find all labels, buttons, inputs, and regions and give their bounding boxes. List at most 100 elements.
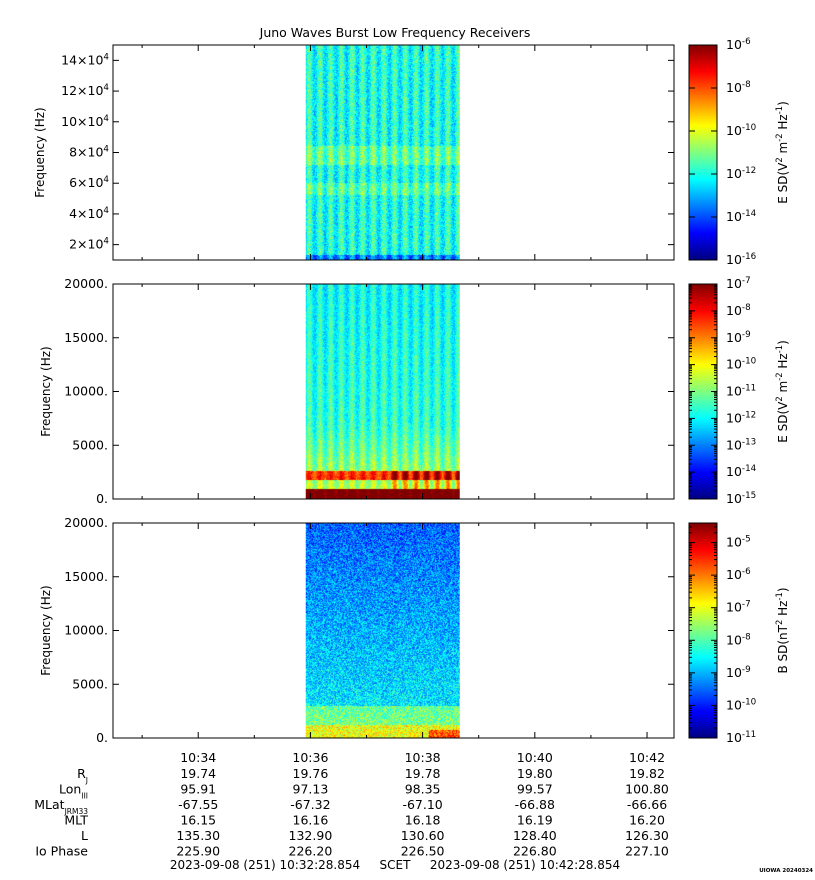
y-tick-label: 20000. (64, 276, 108, 291)
ephemeris-row-label: MLatJRM33 (34, 797, 88, 816)
colorbar-tick-label: 10-9 (726, 665, 751, 680)
ephemeris-value: 128.40 (513, 828, 557, 843)
colorbar-tick-label: 10-10 (726, 697, 756, 712)
ephemeris-value: 19.76 (293, 766, 329, 781)
colorbar-tick-label: 10-14 (726, 209, 757, 224)
time-range-label: SCET (380, 858, 412, 872)
y-axis-label: Frequency (Hz) (39, 585, 53, 676)
colorbar-tick-label: 10-5 (726, 535, 751, 550)
ephemeris-value: 99.57 (517, 782, 553, 797)
ephemeris-value: 227.10 (625, 844, 669, 859)
ephemeris-value: 19.80 (517, 766, 553, 781)
panel-3: 0. 5000. 10000. 15000. 20000. Frequency (Hz) 1… (39, 515, 790, 745)
y-tick-label: 2×104 (69, 237, 109, 252)
ephemeris-row-label: L (81, 828, 88, 843)
ephemeris-row-label: MLT (64, 813, 88, 828)
y-tick-label: 6×104 (69, 175, 109, 190)
y-tick-label: 10×104 (61, 114, 109, 129)
colorbar-label: E SD(V2 m-2 Hz-1) (774, 101, 790, 204)
colorbar-tick-label: 10-6 (726, 37, 751, 52)
ephemeris-value: -67.10 (402, 797, 442, 812)
ephemeris-value: 100.80 (625, 782, 669, 797)
y-tick-label: 0. (96, 730, 108, 745)
spectrogram-3 (305, 523, 460, 738)
ephemeris-value: 19.78 (405, 766, 441, 781)
y-tick-label: 5000. (72, 437, 108, 452)
ephemeris-value: -67.55 (178, 797, 218, 812)
ephemeris-value: 16.16 (293, 813, 329, 828)
panels: 2×104 4×104 6×104 8×104 10×104 12×104 14×104 Fr… (33, 37, 790, 745)
ephemeris-value: 16.19 (517, 813, 553, 828)
time-range-footer: 2023-09-08 (251) 10:32:28.854 SCET 2023-… (170, 858, 620, 872)
ephemeris-value: 130.60 (401, 828, 445, 843)
colorbar-tick-label: 10-11 (726, 730, 756, 745)
colorbar-tick-label: 10-8 (726, 632, 751, 647)
ephemeris-value: 226.20 (289, 844, 333, 859)
spectrogram-2 (305, 284, 460, 499)
time-range-end: 2023-09-08 (251) 10:42:28.854 (430, 858, 620, 872)
y-tick-label: 20000. (64, 515, 108, 530)
ephemeris-value: 19.74 (180, 766, 216, 781)
colorbar-tick-label: 10-6 (726, 567, 751, 582)
colorbar-tick-label: 10-8 (726, 303, 751, 318)
colorbar-tick-label: 10-13 (726, 437, 756, 452)
colorbar-tick-label: 10-11 (726, 384, 756, 399)
y-tick-label: 15000. (64, 330, 108, 345)
colorbar-tick-label: 10-15 (726, 491, 756, 506)
colorbar-label: E SD(V2 m-2 Hz-1) (774, 340, 790, 443)
ephemeris-value: 95.91 (180, 782, 216, 797)
colorbar-tick-label: 10-16 (726, 252, 757, 267)
y-tick-label: 15000. (64, 569, 108, 584)
time-axis: 10:34 10:36 10:38 10:40 10:42 (180, 750, 665, 765)
panel-1: 2×104 4×104 6×104 8×104 10×104 12×104 14×104 Fr… (33, 37, 790, 267)
y-tick-label: 10000. (64, 384, 108, 399)
y-tick-label: 12×104 (61, 83, 109, 98)
ephemeris-row-label: RJ (77, 766, 88, 785)
ephemeris-value: 226.50 (401, 844, 445, 859)
y-tick-label: 4×104 (69, 206, 109, 221)
ephemeris-value: 16.15 (180, 813, 216, 828)
colorbar-tick-label: 10-7 (726, 600, 751, 615)
ephemeris-value: 225.90 (176, 844, 220, 859)
ephemeris-value: 19.82 (629, 766, 665, 781)
colorbar-tick-label: 10-9 (726, 330, 751, 345)
ephemeris-value: 97.13 (293, 782, 329, 797)
ephemeris-value: -66.66 (627, 797, 667, 812)
x-tick-label: 10:38 (405, 750, 441, 765)
colorbar-tick-label: 10-10 (726, 357, 756, 372)
ephemeris-value: 98.35 (405, 782, 441, 797)
ephemeris-value: 16.18 (405, 813, 441, 828)
colorbar-tick-label: 10-8 (726, 80, 751, 95)
spectrogram-1 (305, 45, 460, 260)
ephemeris-value: -66.88 (515, 797, 555, 812)
ephemeris-value: 126.30 (625, 828, 669, 843)
y-tick-label: 10000. (64, 623, 108, 638)
y-tick-label: 14×104 (61, 52, 109, 67)
ephemeris-value: -67.32 (290, 797, 330, 812)
figure-title: Juno Waves Burst Low Frequency Receivers (259, 25, 531, 40)
colorbar-frame (688, 44, 718, 261)
ephemeris-value: 135.30 (176, 828, 220, 843)
ephemeris-row-label: Io Phase (35, 844, 88, 859)
ephemeris-row-label: LonIII (59, 782, 88, 801)
colorbar-1 (689, 45, 717, 260)
ephemeris-value: 16.20 (629, 813, 665, 828)
y-axis-label: Frequency (Hz) (33, 107, 47, 198)
y-tick-label: 8×104 (69, 145, 109, 160)
y-tick-label: 0. (96, 491, 108, 506)
y-axis-label: Frequency (Hz) (39, 346, 53, 437)
colorbar-tick-label: 10-12 (726, 410, 756, 425)
y-tick-label: 5000. (72, 676, 108, 691)
panel-2: 0. 5000. 10000. 15000. 20000. Frequency (Hz) 1… (39, 276, 790, 506)
colorbar-tick-label: 10-12 (726, 166, 756, 181)
x-tick-label: 10:42 (629, 750, 665, 765)
colorbar-3 (689, 523, 717, 738)
colorbar-tick-label: 10-14 (726, 464, 757, 479)
colorbar-label: B SD(nT2 Hz-1) (774, 587, 790, 673)
x-tick-label: 10:40 (517, 750, 553, 765)
colorbar-tick-label: 10-7 (726, 276, 751, 291)
time-range-start: 2023-09-08 (251) 10:32:28.854 (170, 858, 360, 872)
x-tick-label: 10:34 (180, 750, 216, 765)
x-tick-label: 10:36 (292, 750, 328, 765)
